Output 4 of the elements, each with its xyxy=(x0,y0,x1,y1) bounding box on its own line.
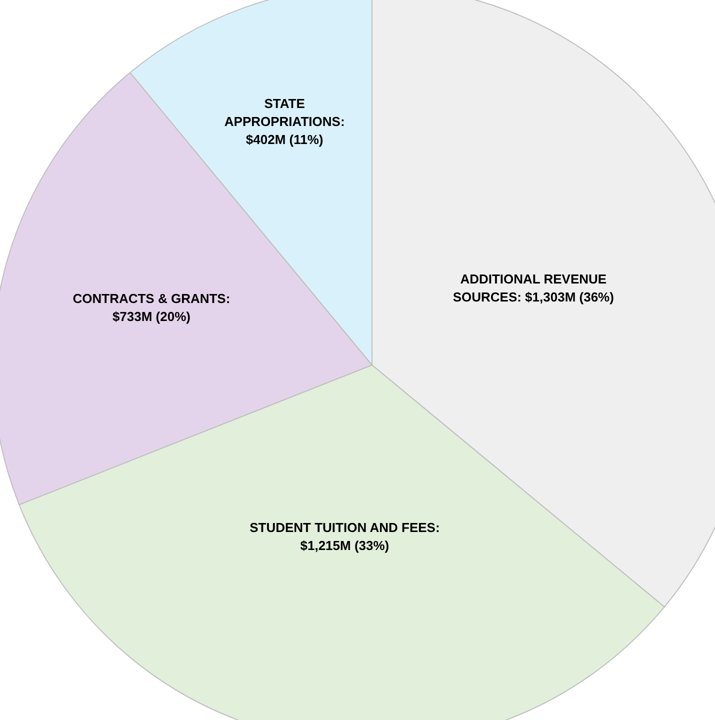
slice-label: ADDITIONAL REVENUE SOURCES: $1,303M (36%) xyxy=(452,272,614,305)
slice-label: STUDENT TUITION AND FEES: $1,215M (33%) xyxy=(250,520,440,553)
slice-label: STATE APPROPRIATIONS: $402M (11%) xyxy=(224,96,345,147)
slice-label: CONTRACTS & GRANTS: $733M (20%) xyxy=(72,290,230,324)
